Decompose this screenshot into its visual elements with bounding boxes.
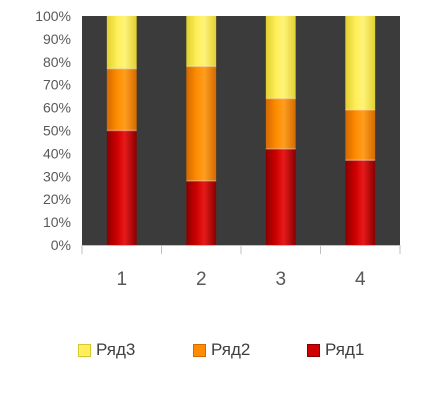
legend-swatch-series2 <box>193 343 206 357</box>
x-tick-label: 1 <box>116 269 127 290</box>
bar-segment <box>345 16 376 110</box>
bar-segment <box>265 16 296 99</box>
x-axis: 1 2 3 4 <box>81 245 401 290</box>
legend-item-series3: Ряд3 <box>78 340 135 360</box>
bar-segment <box>106 130 137 245</box>
legend-swatch-series1 <box>307 343 320 357</box>
y-tick-label: 20% <box>43 191 71 207</box>
bar-segment <box>345 109 376 161</box>
legend-label-series3: Ряд3 <box>96 340 136 359</box>
y-tick-label: 80% <box>43 54 71 70</box>
y-tick-label: 40% <box>43 145 71 161</box>
bars <box>106 16 376 245</box>
bar-segment <box>106 16 137 69</box>
y-tick-label: 50% <box>43 123 71 139</box>
x-tick-label: 2 <box>196 269 207 290</box>
y-tick-label: 30% <box>43 168 71 184</box>
bar-segment <box>186 180 217 245</box>
legend-label-series2: Ряд2 <box>211 340 251 359</box>
legend-item-series1: Ряд1 <box>307 340 364 360</box>
y-tick-label: 10% <box>43 214 71 230</box>
bar-segment <box>265 98 296 149</box>
y-tick-label: 100% <box>35 8 71 24</box>
y-tick-label: 90% <box>43 31 71 47</box>
legend-item-series2: Ряд2 <box>193 340 250 360</box>
y-tick-label: 70% <box>43 77 71 93</box>
y-tick-label: 0% <box>51 237 71 253</box>
bar-segment <box>186 16 217 67</box>
bar-segment <box>186 66 217 181</box>
bar-segment <box>345 160 376 245</box>
y-axis: 0% 10% 20% 30% 40% 50% 60% 70% 80% 90% 100% <box>35 8 71 253</box>
y-tick-label: 60% <box>43 100 71 116</box>
x-tick-label: 3 <box>275 269 286 290</box>
x-tick-label: 4 <box>355 269 366 290</box>
bar-segment <box>265 148 296 245</box>
legend-label-series1: Ряд1 <box>325 340 365 359</box>
bar-segment <box>106 68 137 131</box>
legend: Ряд3 Ряд2 Ряд1 <box>0 340 421 364</box>
legend-swatch-series3 <box>78 343 91 357</box>
